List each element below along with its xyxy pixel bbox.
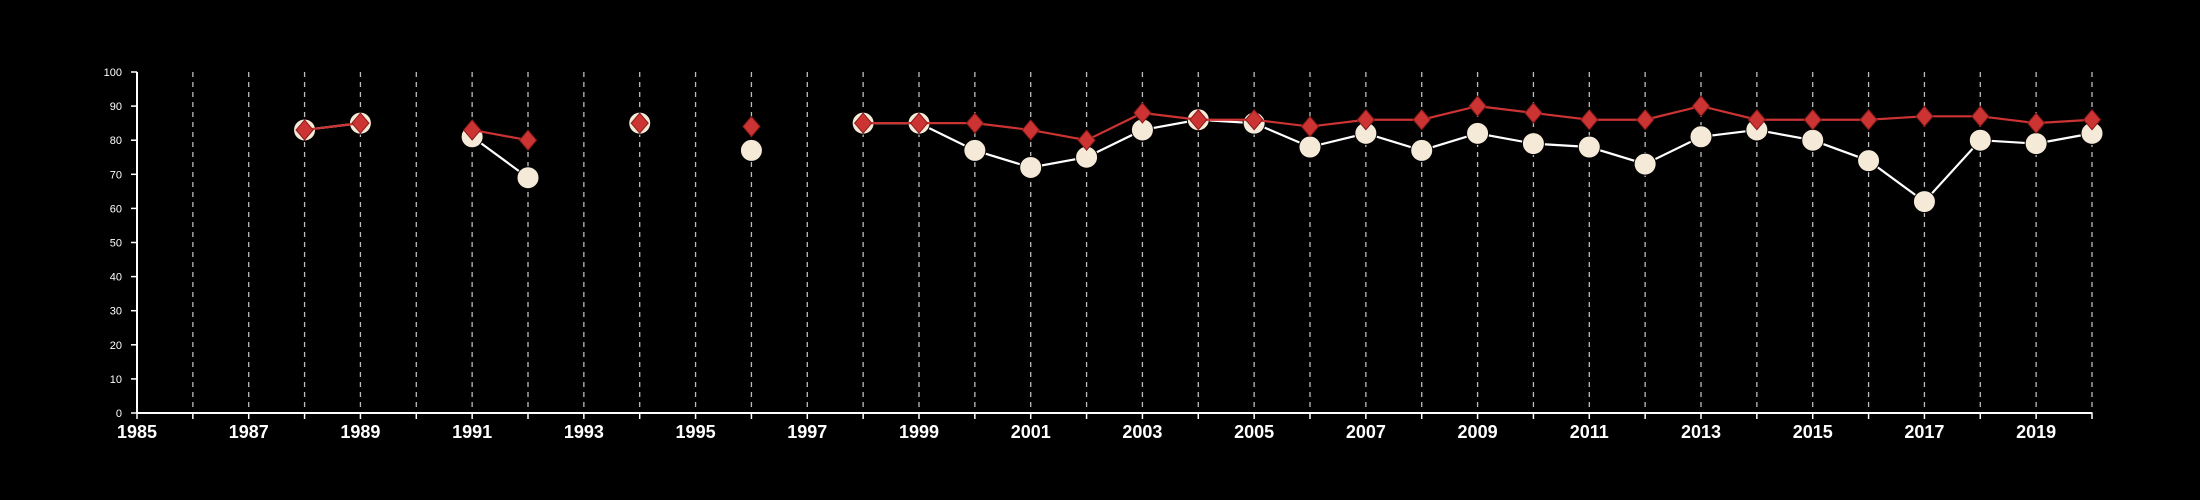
x-tick-label: 1993 [564, 422, 604, 442]
data-point-diamond [1971, 105, 1990, 128]
x-tick-label: 2011 [1570, 422, 1609, 442]
x-tick-label: 1997 [787, 422, 827, 442]
data-point-diamond [1691, 95, 1711, 117]
data-point-diamond [1356, 108, 1376, 131]
data-point-diamond [1747, 108, 1767, 131]
data-point-diamond [1859, 108, 1878, 131]
y-tick-label: 20 [110, 340, 122, 352]
y-tick-label: 70 [110, 169, 122, 181]
series-line [304, 122, 361, 132]
data-point-diamond [1803, 108, 1822, 131]
data-point-circle [1298, 135, 1322, 159]
x-tick-label: 2001 [1011, 422, 1051, 442]
x-tick-label: 2007 [1346, 422, 1386, 442]
x-tick-label: 1989 [340, 422, 380, 442]
grid-lines [192, 72, 2093, 413]
data-point-diamond [2082, 108, 2102, 131]
data-point-diamond [1524, 102, 1543, 124]
data-point-circle [1466, 121, 1490, 145]
data-point-diamond [1915, 105, 1934, 128]
x-tick-label: 2003 [1122, 422, 1162, 442]
data-point-diamond [295, 119, 314, 141]
data-point-circle [516, 166, 540, 190]
y-tick-label: 60 [110, 203, 122, 215]
axes: 1985 1987 1989 1991 1993 1995 1997 1999 2001 2003… [104, 67, 2093, 442]
y-tick-label: 80 [110, 135, 122, 147]
series [293, 95, 2104, 214]
data-point-circle [739, 138, 763, 162]
data-point-diamond [630, 112, 649, 134]
data-point-circle [1968, 128, 1992, 152]
data-point-diamond [1244, 108, 1264, 131]
data-point-circle [1577, 135, 1601, 159]
data-point-diamond [518, 129, 538, 151]
series-line [471, 135, 529, 179]
data-point-circle [1912, 190, 1936, 214]
y-tick-label: 100 [104, 67, 122, 79]
y-tick-label: 10 [110, 374, 122, 386]
data-point-circle [1019, 155, 1043, 179]
x-tick-label: 1985 [117, 422, 157, 442]
data-point-diamond [909, 112, 929, 134]
data-point-circle [963, 138, 987, 162]
y-tick-label: 0 [116, 408, 122, 420]
data-point-circle [2024, 132, 2048, 156]
x-tick-label: 2017 [1904, 422, 1944, 442]
x-tick-label: 1999 [899, 422, 939, 442]
data-point-diamond [1635, 108, 1655, 131]
series-line [471, 128, 529, 142]
x-tick-label: 1995 [676, 422, 716, 442]
series-diamond [295, 95, 2102, 151]
x-tick-label: 2015 [1793, 422, 1833, 442]
data-point-diamond [1133, 102, 1152, 124]
data-point-diamond [1300, 115, 1320, 138]
x-tick-label: 2005 [1234, 422, 1274, 442]
data-point-diamond [1021, 119, 1040, 141]
y-tick-label: 50 [110, 238, 122, 250]
data-point-diamond [2026, 112, 2046, 134]
data-point-diamond [1077, 129, 1096, 151]
data-point-circle [1521, 132, 1545, 156]
data-point-diamond [1189, 108, 1208, 131]
data-point-diamond [1580, 108, 1599, 131]
x-tick-label: 2009 [1458, 422, 1498, 442]
y-tick-label: 30 [110, 306, 122, 318]
y-tick-label: 40 [110, 272, 122, 284]
data-point-circle [1801, 128, 1825, 152]
x-tick-label: 1987 [229, 422, 269, 442]
data-point-circle [1633, 152, 1657, 176]
data-point-circle [1410, 138, 1434, 162]
data-point-diamond [1412, 108, 1431, 131]
data-point-diamond [853, 112, 873, 134]
data-point-diamond [462, 119, 482, 141]
data-point-circle [1689, 125, 1713, 149]
data-point-diamond [965, 112, 985, 134]
data-point-diamond [351, 112, 370, 134]
x-tick-label: 1991 [452, 422, 492, 442]
data-point-circle [1857, 149, 1881, 173]
x-tick-label: 2013 [1681, 422, 1721, 442]
y-tick-label: 90 [110, 101, 122, 113]
data-point-diamond [1468, 95, 1487, 117]
x-tick-label: 2019 [2016, 422, 2056, 442]
data-point-diamond [742, 115, 761, 138]
series-circle [293, 108, 2104, 214]
